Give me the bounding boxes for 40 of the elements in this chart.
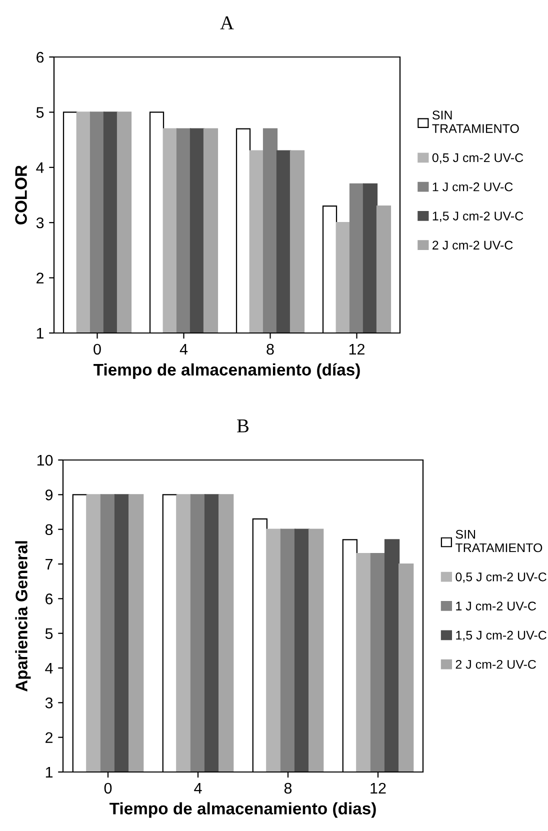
y-tick-label: 3 xyxy=(45,698,53,708)
x-tick-label: 12 xyxy=(370,782,386,794)
legend-label: 1,5 J cm-2 UV-C xyxy=(456,630,546,642)
x-tick-label: 8 xyxy=(284,782,292,794)
y-tick-label: 1 xyxy=(46,767,53,778)
y-tick-label: 8 xyxy=(45,524,53,536)
x-tick-label: 0 xyxy=(104,782,112,794)
legend-label: SIN TRATAMIENTO xyxy=(455,530,542,552)
y-tick-label: 7 xyxy=(46,559,53,570)
x-axis-title: Tiempo de almacenamiento (dias) xyxy=(110,802,376,818)
chart-title: A xyxy=(220,16,234,30)
y-tick-label: 6 xyxy=(46,594,53,604)
y-tick-label: 3 xyxy=(36,217,44,228)
x-tick-label: 12 xyxy=(349,344,364,354)
y-tick-label: 10 xyxy=(37,454,53,466)
chart-title: B xyxy=(237,419,249,432)
legend-label: 0,5 J cm-2 UV-C xyxy=(432,153,524,164)
legend-label: 1 J cm-2 UV-C xyxy=(456,602,536,610)
legend-label: 1 J cm-2 UV-C xyxy=(432,182,513,192)
y-axis-title: Apariencia General xyxy=(15,541,31,692)
legend-label: SIN TRATAMIENTO xyxy=(432,110,519,133)
legend-label: 0,5 J cm-2 UV-C xyxy=(456,572,546,583)
y-axis-title: COLOR xyxy=(15,165,27,224)
x-tick-label: 8 xyxy=(266,344,274,355)
x-axis-title: Tiempo de almacenamiento (días) xyxy=(94,363,360,379)
legend-label: 2 J cm-2 UV-C xyxy=(456,660,536,669)
y-tick-label: 1 xyxy=(36,328,44,339)
legend-label: 2 J cm-2 UV-C xyxy=(432,240,513,250)
y-tick-label: 6 xyxy=(36,52,44,63)
y-tick-label: 9 xyxy=(46,490,53,500)
y-tick-label: 5 xyxy=(36,107,44,118)
y-tick-label: 2 xyxy=(46,732,53,743)
y-tick-label: 2 xyxy=(36,272,44,284)
x-tick-label: 4 xyxy=(194,782,202,794)
x-tick-label: 4 xyxy=(180,344,188,354)
legend-label: 1,5 J cm-2 UV-C xyxy=(432,212,524,222)
y-tick-label: 4 xyxy=(45,663,53,674)
y-tick-label: 4 xyxy=(36,162,44,173)
x-tick-label: 0 xyxy=(94,344,101,355)
y-tick-label: 5 xyxy=(45,628,53,640)
